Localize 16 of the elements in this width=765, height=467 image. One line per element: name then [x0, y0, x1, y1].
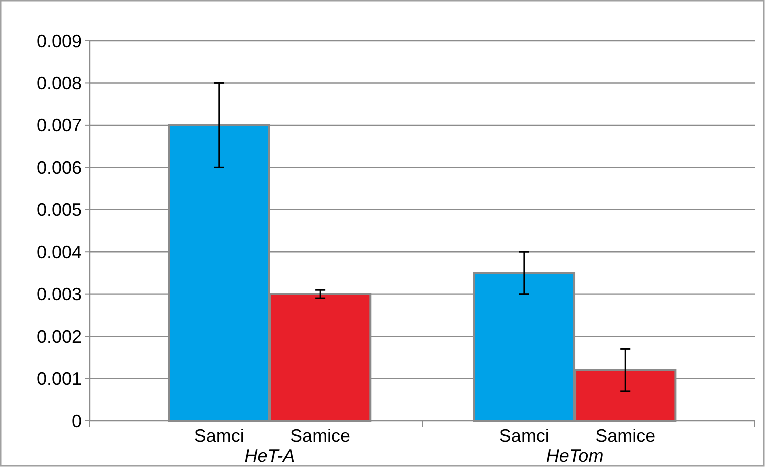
series-label: Samice: [290, 426, 351, 446]
y-tick-label: 0.001: [36, 369, 82, 390]
x-tick-label: HeT-A: [244, 446, 296, 466]
y-tick-label: 0: [72, 411, 82, 432]
x-tick-label: HeTom: [546, 446, 604, 466]
y-tick-label: 0.005: [36, 200, 82, 220]
y-tick-label: 0.002: [36, 326, 82, 347]
y-tick-label: 0.006: [36, 158, 82, 178]
text: Samci: [499, 426, 550, 446]
y-tick-label: 0.009: [36, 31, 82, 52]
y-tick-label: 0.003: [36, 284, 82, 305]
y-tick-label: 0.008: [36, 74, 82, 94]
y-tick-label: 0.004: [36, 242, 82, 262]
text: Samice: [596, 426, 656, 446]
y-tick-label: 0.007: [36, 116, 82, 136]
series-label: Samci: [194, 426, 244, 446]
